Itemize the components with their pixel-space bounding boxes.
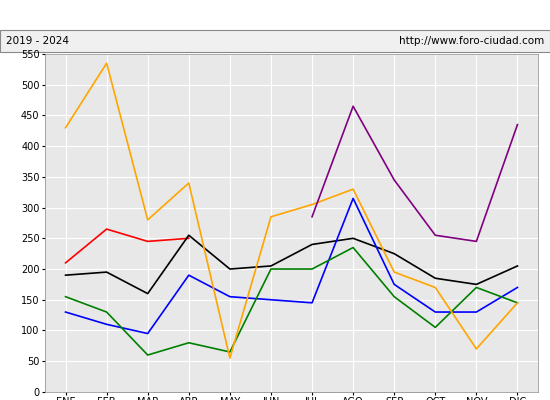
Text: 2019 - 2024: 2019 - 2024	[6, 36, 69, 46]
Legend: 2024, 2023, 2022, 2021, 2020, 2019: 2024, 2023, 2022, 2021, 2020, 2019	[101, 371, 449, 391]
Text: http://www.foro-ciudad.com: http://www.foro-ciudad.com	[399, 36, 544, 46]
Text: Evolucion Nº Turistas Nacionales en el municipio de Aguadulce: Evolucion Nº Turistas Nacionales en el m…	[65, 8, 485, 22]
